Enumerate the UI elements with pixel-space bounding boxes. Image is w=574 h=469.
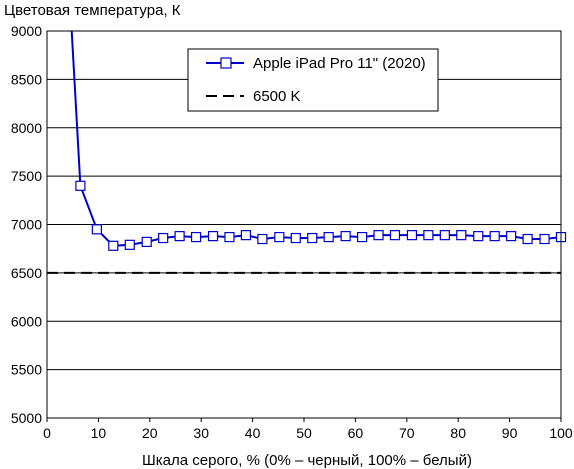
y-tick-label-1: 5500: [11, 362, 42, 378]
y-tick-label-4: 7000: [11, 217, 42, 233]
x-tick-label-10: 100: [549, 425, 573, 441]
x-tick-labels: 0 10 20 30 40 50 60 70 80 90 100: [43, 418, 573, 441]
data-point: [356, 231, 368, 243]
x-tick-label-5: 50: [296, 425, 312, 441]
data-point: [307, 232, 318, 244]
y-tick-label-7: 8500: [11, 71, 42, 87]
data-point: [190, 231, 202, 243]
y-tick-label-8: 9000: [11, 23, 42, 39]
legend: Apple iPad Pro 11" (2020) 6500 K: [187, 48, 439, 112]
data-point: [108, 240, 119, 251]
y-tick-label-0: 5000: [11, 410, 42, 426]
plot-area-border: [46, 30, 562, 419]
y-tick-labels: 5000 5500 6000 6500 7000 7500 8000 8500 9000: [11, 23, 42, 426]
data-point: [274, 231, 285, 243]
legend-reference-label: 6500 K: [253, 88, 301, 105]
data-point: [224, 231, 235, 243]
x-tick-label-2: 20: [142, 425, 158, 441]
data-point: [290, 232, 301, 244]
x-tick-label-7: 70: [399, 425, 415, 441]
data-point: [207, 231, 219, 242]
data-point: [75, 180, 86, 191]
x-tick-label-1: 10: [91, 425, 107, 441]
data-point: [439, 230, 450, 241]
data-point: [174, 231, 185, 242]
x-tick-label-0: 0: [43, 425, 51, 441]
data-point: [91, 224, 102, 235]
y-tick-label-2: 6000: [11, 313, 42, 329]
data-point: [489, 231, 500, 242]
data-point: [423, 230, 434, 241]
y-tick-label-5: 7500: [11, 168, 42, 184]
x-tick-label-3: 30: [193, 425, 209, 441]
y-tick-label-6: 8000: [11, 120, 42, 136]
data-point: [373, 230, 384, 241]
x-tick-label-9: 90: [502, 425, 518, 441]
data-point: [456, 230, 467, 241]
legend-series-marker: [220, 57, 232, 69]
data-point: [340, 231, 351, 242]
x-tick-label-4: 40: [245, 425, 261, 441]
data-point: [506, 231, 517, 242]
y-axis-title: Цветовая температура, К: [4, 2, 181, 19]
data-point: [522, 233, 533, 245]
x-tick-label-6: 60: [348, 425, 364, 441]
data-point: [158, 232, 169, 244]
data-point: [473, 231, 484, 242]
data-point: [257, 233, 268, 245]
y-tick-label-3: 6500: [11, 265, 42, 281]
data-point: [539, 233, 550, 245]
data-point: [389, 230, 401, 241]
data-point: [141, 236, 152, 248]
data-point: [124, 239, 135, 250]
data-point: [406, 230, 418, 241]
data-point: [240, 230, 252, 241]
x-tick-label-8: 80: [450, 425, 466, 441]
x-axis-title: Шкала серого, % (0% – черный, 100% – бел…: [142, 452, 472, 469]
legend-series-label: Apple iPad Pro 11" (2020): [253, 55, 426, 72]
data-point: [323, 231, 334, 243]
series-layer: [47, 30, 567, 274]
